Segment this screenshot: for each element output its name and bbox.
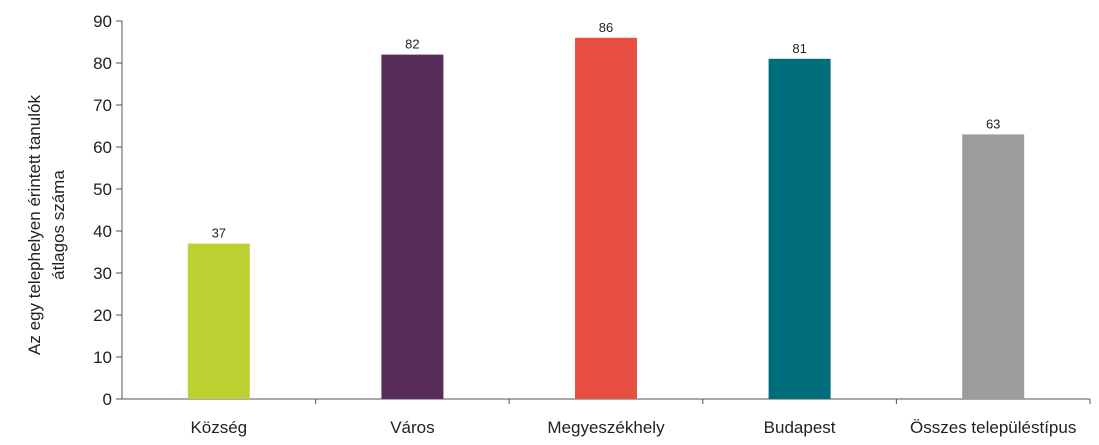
data-label: 81 — [792, 41, 806, 56]
y-tick-label: 10 — [93, 348, 112, 367]
data-label: 86 — [599, 20, 613, 35]
bars — [187, 37, 1025, 400]
x-tick-label: Község — [190, 418, 247, 437]
y-tick-label: 80 — [93, 54, 112, 73]
y-tick-label: 90 — [93, 12, 112, 31]
bar — [962, 134, 1025, 399]
y-axis-ticks: 0 10 20 30 40 50 60 70 80 90 — [93, 12, 122, 409]
bar — [187, 243, 250, 399]
y-axis-label-line-2: átlagos száma — [49, 170, 68, 280]
y-axis-label: Az egy telephelyen érintett tanulók átla… — [25, 95, 68, 355]
y-tick-label: 0 — [103, 390, 112, 409]
data-label: 82 — [405, 37, 419, 52]
data-label: 63 — [986, 116, 1000, 131]
bar — [381, 54, 444, 399]
x-axis-ticks: Község Város Megyeszékhely Budapest Összes t… — [190, 399, 1091, 437]
y-axis-label-line-1: Az egy telephelyen érintett tanulók — [25, 95, 44, 355]
y-tick-label: 40 — [93, 222, 112, 241]
x-tick-label: Budapest — [764, 418, 836, 437]
bar — [575, 37, 637, 400]
bar — [768, 58, 831, 400]
x-tick-label: Város — [390, 418, 434, 437]
y-tick-label: 50 — [93, 180, 112, 199]
y-tick-label: 60 — [93, 138, 112, 157]
data-labels: 37 82 86 81 63 — [212, 20, 1001, 241]
y-tick-label: 70 — [93, 96, 112, 115]
y-tick-label: 30 — [93, 264, 112, 283]
data-label: 37 — [212, 226, 226, 241]
x-tick-label: Összes településtípus — [910, 418, 1076, 437]
y-tick-label: 20 — [93, 306, 112, 325]
x-tick-label: Megyeszékhely — [547, 418, 665, 437]
